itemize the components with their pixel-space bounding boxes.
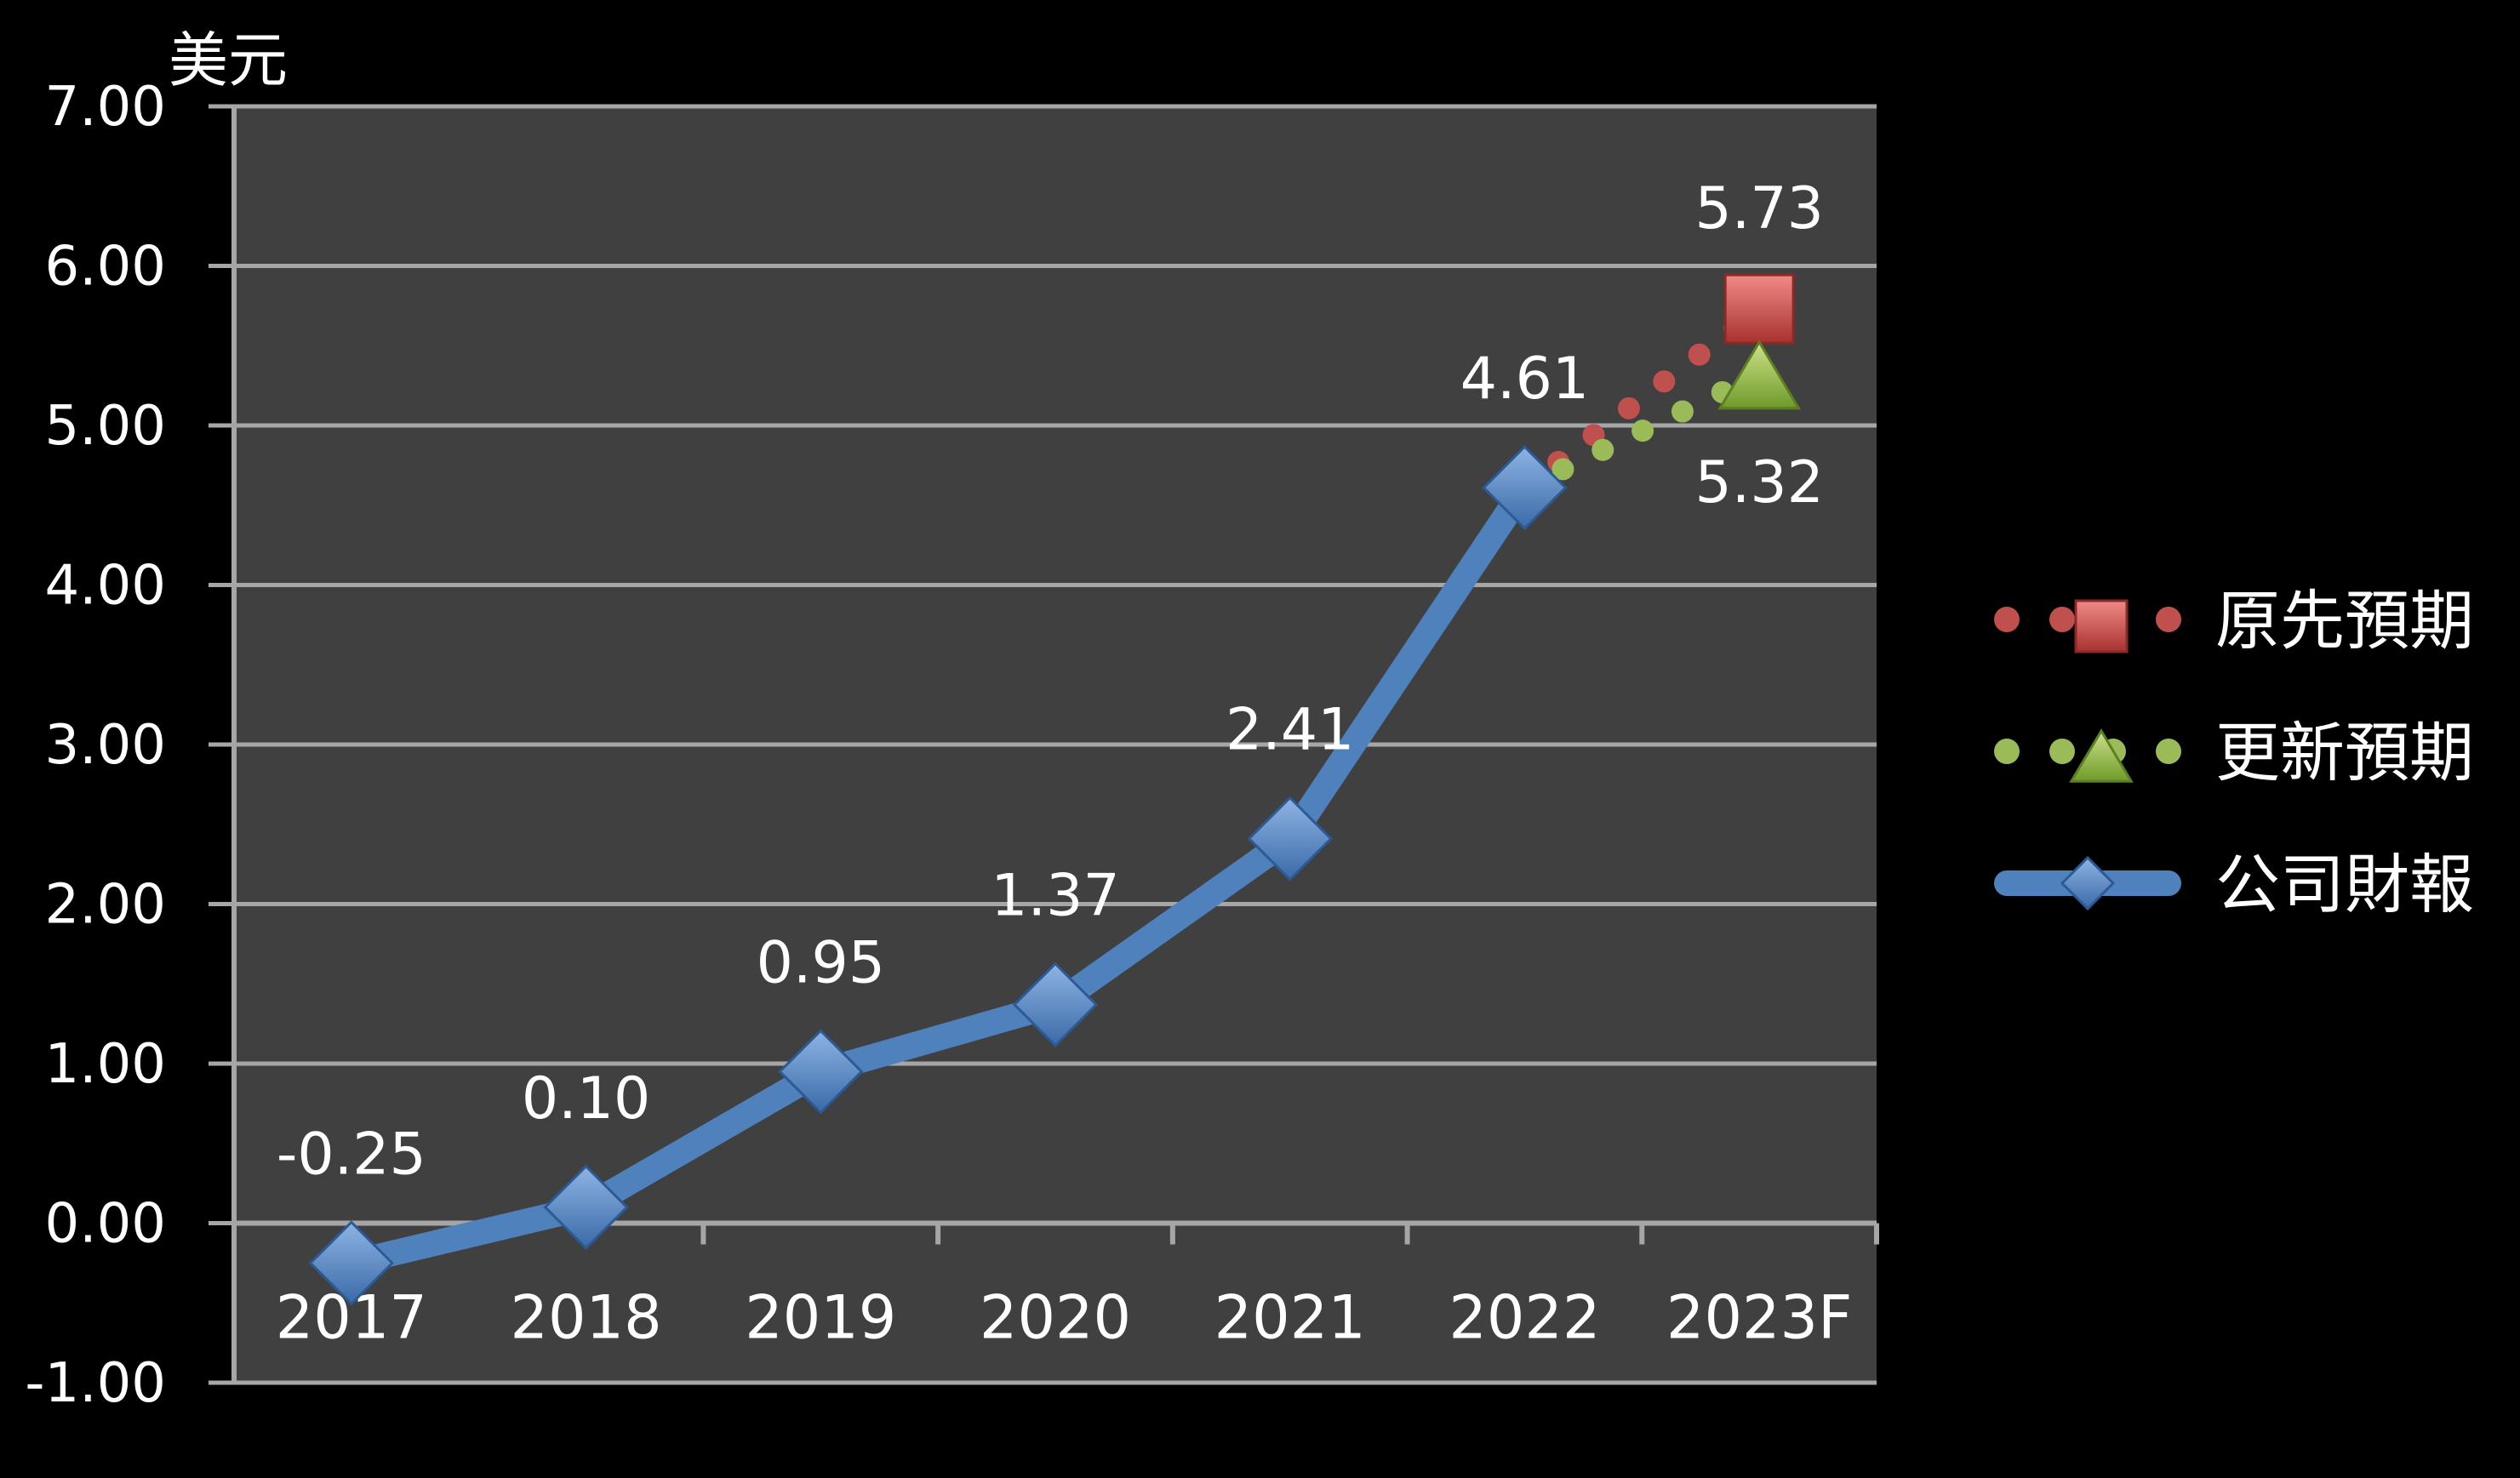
legend-marker [2060,855,2116,911]
legend-item: 原先預期 [1994,583,2474,659]
data-label: 5.32 [1694,449,1823,516]
data-point-marker [1247,796,1333,882]
data-label: 5.73 [1694,175,1823,243]
legend-dot [2156,607,2181,632]
y-tick-label: 3.00 [45,714,167,777]
y-tick-label: 1.00 [45,1033,167,1096]
legend-label: 公司財報 [2215,847,2474,922]
data-label: 2.41 [1226,697,1354,764]
data-label: 1.37 [991,863,1119,930]
x-tick-label: 2021 [1214,1283,1366,1353]
data-point-marker [308,1220,394,1306]
legend-dot [1994,739,2020,764]
data-label: 0.10 [522,1065,650,1133]
legend-label: 更新預期 [2215,715,2474,790]
legend-item: 公司財報 [1994,847,2474,922]
data-point-marker [1723,273,1795,345]
y-tick-label: 7.00 [45,76,167,139]
data-label: 0.95 [757,929,885,996]
y-tick-label: 5.00 [45,395,167,458]
legend-dot [2049,607,2075,632]
series-3: -0.25 0.10 0.95 1.37 2.41 4.61 [277,345,1589,1306]
legend-marker [2074,599,2129,653]
legend-dot [1994,607,2020,632]
legend-dot [2156,739,2181,764]
legend-label: 原先預期 [2215,583,2474,659]
series-line [338,475,1538,1276]
data-point-marker [1012,962,1099,1047]
data-label: -0.25 [277,1121,426,1188]
series-2: 5.32 [1551,340,1824,516]
x-tick-label: 2019 [745,1283,896,1353]
legend-item: 更新預期 [1994,715,2474,790]
legend-dot [2049,739,2075,764]
y-tick-label: 0.00 [45,1193,167,1256]
y-tick-label: 4.00 [45,555,167,618]
data-label: 4.61 [1460,345,1589,413]
data-point-marker [1717,340,1801,410]
x-tick-label: 2022 [1449,1283,1600,1353]
data-point-marker [778,1029,864,1115]
x-tick-label: 2020 [980,1283,1131,1353]
y-tick-label: 2.00 [45,874,167,937]
series-dotted-line [1551,363,1771,481]
data-point-marker [543,1164,629,1250]
x-tick-label: 2018 [510,1283,661,1353]
data-point-marker [1482,445,1568,531]
y-tick-label: -1.00 [25,1352,166,1415]
y-axis-unit-label: 美元 [169,26,288,95]
series-1: 5.73 [1547,175,1824,473]
y-tick-label: 6.00 [45,236,167,299]
legend-marker [2069,728,2134,783]
x-tick-label: 2023F [1666,1283,1852,1353]
